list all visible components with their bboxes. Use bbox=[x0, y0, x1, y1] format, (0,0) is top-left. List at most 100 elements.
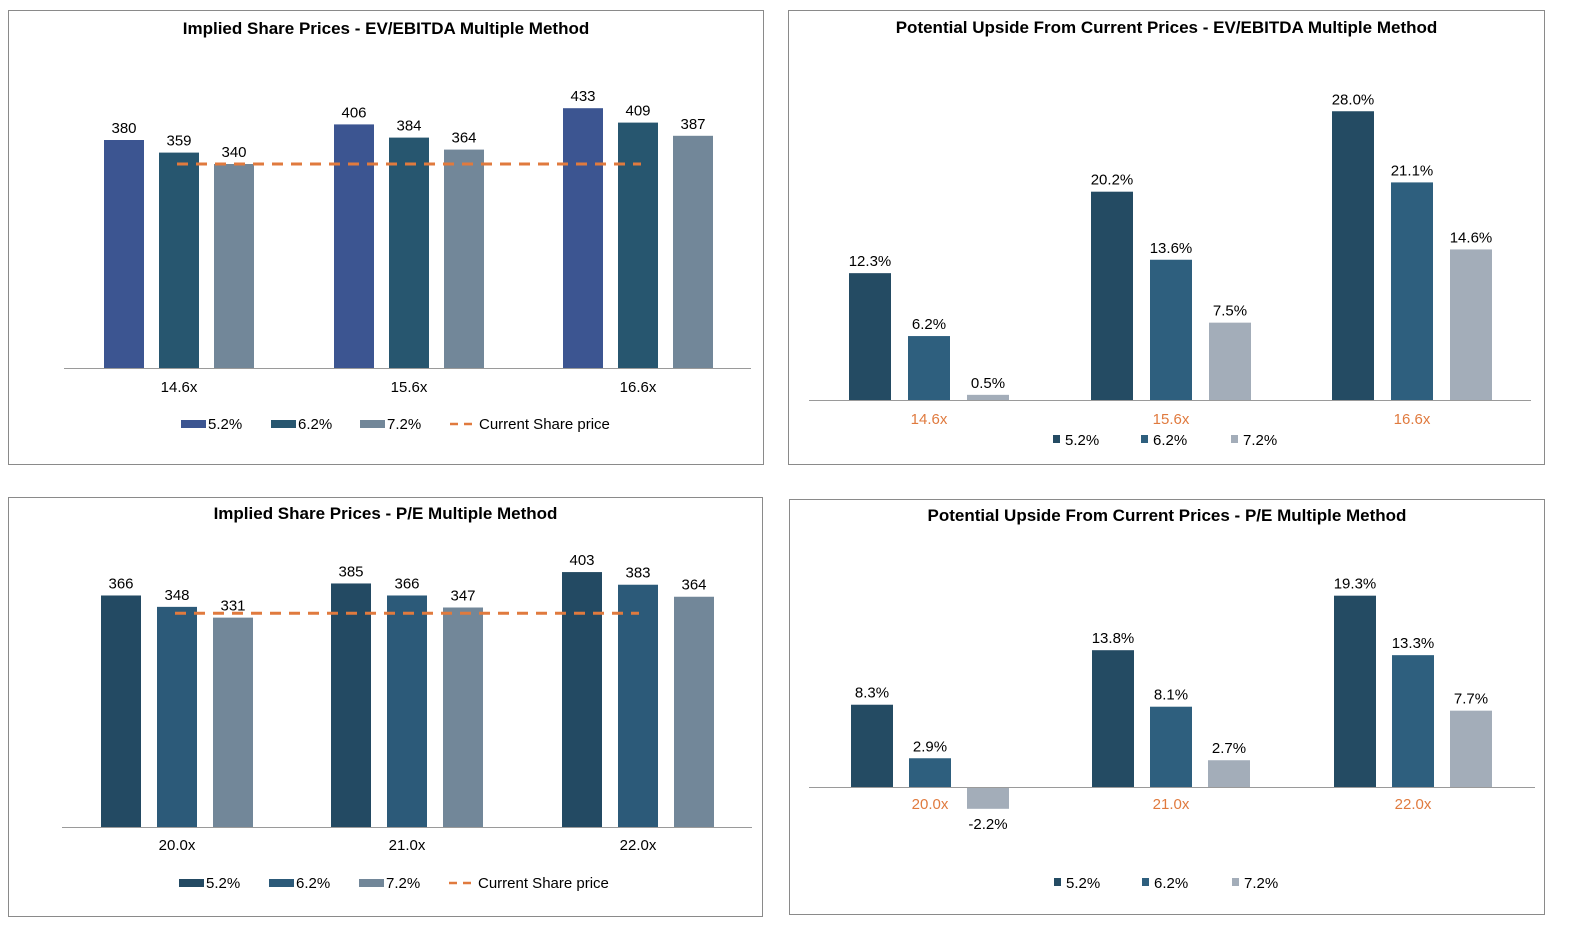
data-label: 384 bbox=[396, 118, 421, 135]
legend-swatch bbox=[1232, 878, 1239, 886]
bar bbox=[157, 606, 197, 827]
data-label: 13.8% bbox=[1092, 630, 1135, 647]
data-label: 21.1% bbox=[1391, 162, 1434, 179]
data-label: 347 bbox=[450, 588, 475, 605]
data-label: 12.3% bbox=[849, 253, 892, 270]
data-label: 340 bbox=[221, 144, 246, 161]
legend-label: 7.2% bbox=[1243, 432, 1277, 449]
bar bbox=[214, 164, 254, 368]
data-label: 7.5% bbox=[1213, 303, 1247, 320]
bar bbox=[673, 135, 713, 368]
data-label: 2.9% bbox=[913, 738, 947, 755]
pe-upside-plot: 8.3% 13.8% 19.3% 2.9% 8.1% 13.3% -2.2% 2.7% 7.7%… bbox=[809, 576, 1535, 892]
bar bbox=[213, 617, 253, 827]
data-label: 387 bbox=[680, 116, 705, 133]
bar bbox=[1209, 322, 1251, 400]
bar bbox=[1150, 259, 1192, 400]
chart-title: Implied Share Prices - EV/EBITDA Multipl… bbox=[182, 19, 590, 38]
data-label: 366 bbox=[108, 575, 133, 592]
chart-title: Implied Share Prices - P/E Multiple Meth… bbox=[213, 504, 558, 523]
data-label: 2.7% bbox=[1212, 740, 1246, 757]
pe-share-price-chart: Implied Share Prices - P/E Multiple Meth… bbox=[8, 497, 763, 917]
chart-title: Potential Upside From Current Prices - E… bbox=[895, 18, 1438, 37]
data-label: 409 bbox=[625, 103, 650, 120]
category-tick-label: 15.6x bbox=[391, 379, 428, 396]
data-label: 19.3% bbox=[1334, 576, 1377, 593]
bar bbox=[909, 758, 951, 787]
ev-ebitda-upside-chart: Potential Upside From Current Prices - E… bbox=[788, 10, 1545, 465]
data-label: 383 bbox=[625, 565, 650, 582]
bar bbox=[1091, 191, 1133, 400]
legend-swatch bbox=[269, 879, 294, 887]
ev-ebitda-share-price-plot: 380 406 433 359 384 409 340 364 387 14.6x 15.6x 16.… bbox=[64, 88, 751, 433]
data-label: 28.0% bbox=[1332, 91, 1375, 108]
legend-swatch bbox=[359, 879, 384, 887]
data-label: 359 bbox=[166, 133, 191, 150]
category-tick-label: 14.6x bbox=[911, 411, 948, 428]
legend-swatch bbox=[1142, 878, 1149, 886]
legend-label: 6.2% bbox=[1154, 875, 1188, 892]
category-tick-label: 21.0x bbox=[1153, 796, 1190, 813]
bar bbox=[674, 596, 714, 827]
bar bbox=[1334, 595, 1376, 787]
data-label: 364 bbox=[451, 130, 476, 147]
legend-label: 5.2% bbox=[1066, 875, 1100, 892]
data-label: 14.6% bbox=[1450, 229, 1493, 246]
legend-label: 6.2% bbox=[298, 416, 332, 433]
legend-label: 5.2% bbox=[1065, 432, 1099, 449]
bar bbox=[104, 140, 144, 368]
legend-label: 5.2% bbox=[206, 875, 240, 892]
bar bbox=[387, 595, 427, 827]
data-label: 380 bbox=[111, 120, 136, 137]
category-tick-label: 20.0x bbox=[912, 796, 949, 813]
bar bbox=[967, 394, 1009, 400]
data-label: 6.2% bbox=[912, 316, 946, 333]
pe-share-price-plot: 366 385 403 348 366 383 331 347 364 20.0x 21.0x 22.… bbox=[62, 552, 752, 892]
bar bbox=[563, 108, 603, 368]
legend-label: Current Share price bbox=[478, 875, 609, 892]
data-label: 385 bbox=[338, 563, 363, 580]
data-label: 433 bbox=[570, 88, 595, 105]
bar bbox=[159, 152, 199, 368]
legend-swatch bbox=[271, 420, 296, 428]
legend-swatch bbox=[181, 420, 206, 428]
legend-swatch bbox=[1231, 435, 1238, 443]
data-label: 331 bbox=[220, 598, 245, 615]
legend-label: Current Share price bbox=[479, 416, 610, 433]
bar bbox=[908, 336, 950, 400]
legend-label: 7.2% bbox=[387, 416, 421, 433]
bar bbox=[562, 572, 602, 827]
data-label: 7.7% bbox=[1454, 691, 1488, 708]
bar bbox=[1391, 182, 1433, 400]
category-tick-label: 16.6x bbox=[1394, 411, 1431, 428]
bar bbox=[331, 583, 371, 827]
legend-label: 7.2% bbox=[1244, 875, 1278, 892]
pe-upside-chart: Potential Upside From Current Prices - P… bbox=[789, 499, 1545, 915]
data-label: 13.3% bbox=[1392, 635, 1435, 652]
bar bbox=[1150, 706, 1192, 787]
bar bbox=[101, 595, 141, 827]
bar bbox=[334, 124, 374, 369]
bar bbox=[1392, 655, 1434, 787]
category-tick-label: 15.6x bbox=[1153, 411, 1190, 428]
data-label: 366 bbox=[394, 575, 419, 592]
data-label: 8.1% bbox=[1154, 687, 1188, 704]
legend-label: 7.2% bbox=[386, 875, 420, 892]
chart-title: Potential Upside From Current Prices - P… bbox=[927, 506, 1407, 525]
bar bbox=[443, 607, 483, 827]
category-tick-label: 22.0x bbox=[620, 837, 657, 854]
legend-label: 5.2% bbox=[208, 416, 242, 433]
data-label: 348 bbox=[164, 587, 189, 604]
category-tick-label: 21.0x bbox=[389, 837, 426, 854]
bar bbox=[389, 137, 429, 368]
data-label: 8.3% bbox=[855, 685, 889, 702]
legend-swatch bbox=[179, 879, 204, 887]
data-label: 403 bbox=[569, 552, 594, 569]
bar bbox=[1208, 760, 1250, 787]
category-tick-label: 16.6x bbox=[620, 379, 657, 396]
data-label: 0.5% bbox=[971, 375, 1005, 392]
category-tick-label: 20.0x bbox=[159, 837, 196, 854]
bar bbox=[851, 704, 893, 787]
data-label: 13.6% bbox=[1150, 240, 1193, 257]
bar bbox=[1092, 650, 1134, 787]
